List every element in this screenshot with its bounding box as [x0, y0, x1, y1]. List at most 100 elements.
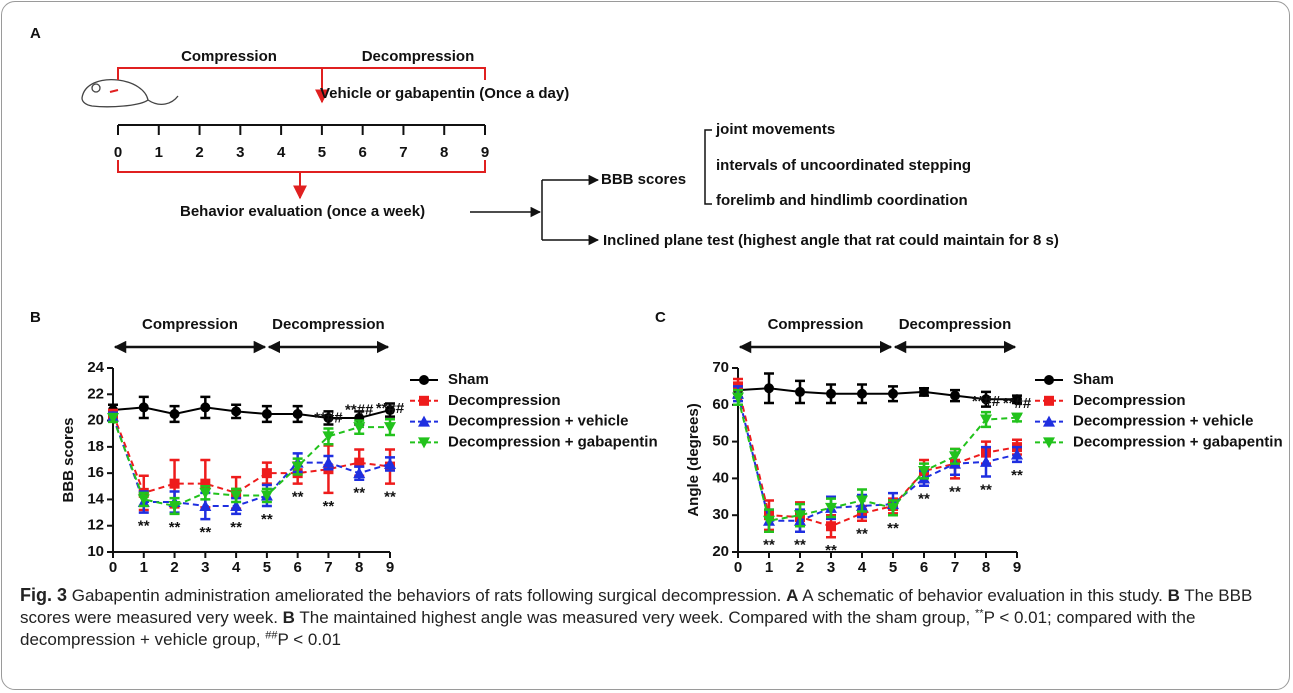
- phase-label: Decompression: [899, 316, 1012, 333]
- caption-run: A schematic of behavior evaluation in th…: [798, 586, 1168, 605]
- timeline-tick-label: 9: [481, 144, 489, 161]
- x-tick-label: 3: [827, 559, 835, 575]
- caption-run: B: [282, 608, 295, 627]
- significance-label: **: [323, 498, 335, 515]
- marker: [384, 422, 396, 434]
- marker: [1011, 448, 1023, 460]
- y-tick-label: 12: [87, 517, 104, 534]
- marker: [763, 515, 775, 527]
- panel-label: A: [30, 25, 41, 42]
- significance-label: **: [794, 537, 806, 554]
- significance-label: **: [138, 518, 150, 535]
- x-tick-label: 8: [355, 559, 363, 575]
- marker: [200, 402, 211, 413]
- significance-label: **: [1011, 467, 1023, 484]
- series-line: [112, 417, 390, 508]
- x-tick-label: 2: [170, 559, 178, 575]
- marker: [200, 478, 211, 489]
- y-tick-label: 22: [87, 385, 104, 402]
- marker: [230, 490, 243, 502]
- caption-run: Fig. 3: [20, 585, 68, 605]
- marker: [732, 392, 744, 404]
- legend-label: Decompression + vehicle: [448, 413, 629, 430]
- significance-label: **: [980, 482, 992, 499]
- marker: [169, 478, 180, 489]
- series-line: [737, 397, 1018, 522]
- marker: [261, 468, 272, 479]
- marker: [1012, 394, 1022, 405]
- significance-label: **##: [972, 393, 1001, 410]
- marker: [291, 461, 304, 473]
- marker: [888, 388, 898, 399]
- timeline-tick-label: 5: [318, 144, 326, 161]
- timeline-tick-label: 3: [236, 144, 244, 161]
- y-tick-label: 14: [87, 490, 104, 507]
- legend-label: Decompression: [1073, 392, 1186, 409]
- phase-label: Compression: [768, 316, 864, 333]
- legend-marker: [1044, 395, 1054, 406]
- bracket: [704, 129, 712, 205]
- marker: [1011, 412, 1023, 424]
- significance-label: **: [169, 519, 181, 536]
- marker: [322, 456, 335, 468]
- legend-marker: [418, 437, 430, 449]
- treatment-label: Vehicle or gabapentin (Once a day): [320, 85, 569, 102]
- phase-label: Decompression: [272, 316, 385, 333]
- caption-run: The BBB scores were measured very week.: [20, 586, 1253, 627]
- legend-marker: [419, 375, 429, 385]
- significance-label: **: [763, 537, 775, 554]
- legend-marker: [1043, 437, 1055, 449]
- marker: [353, 422, 366, 434]
- caption-run: B: [1167, 586, 1180, 605]
- significance-label: **: [887, 520, 899, 537]
- figure: A Compression Decompression Vehicle or g…: [30, 25, 1283, 575]
- y-tick-label: 40: [712, 469, 729, 486]
- timeline-tick-label: 2: [195, 144, 203, 161]
- significance-label: **: [825, 542, 837, 559]
- x-tick-label: 5: [263, 559, 271, 575]
- legend-marker: [1043, 415, 1055, 427]
- caption-run: The maintained highest angle was measure…: [294, 608, 975, 627]
- y-tick-label: 30: [712, 506, 729, 523]
- legend-marker: [418, 415, 430, 427]
- timeline-tick-label: 1: [155, 144, 163, 161]
- significance-label: **: [918, 491, 930, 508]
- y-tick-label: 24: [87, 359, 104, 376]
- caption-run: A: [786, 586, 799, 605]
- marker: [856, 495, 868, 507]
- marker: [949, 451, 961, 463]
- x-tick-label: 1: [765, 559, 773, 575]
- caption-run: **: [975, 607, 984, 620]
- y-tick-label: 20: [712, 543, 729, 560]
- inclined-label: Inclined plane test (highest angle that …: [603, 232, 1059, 249]
- legend-label: Sham: [448, 371, 489, 388]
- marker: [826, 521, 836, 532]
- legend-label: Decompression + gabapentin: [448, 433, 658, 450]
- eval-bracket: [117, 160, 486, 173]
- marker: [231, 406, 242, 417]
- marker: [857, 388, 867, 399]
- significance-label: **##: [345, 402, 374, 419]
- legend-label: Sham: [1073, 371, 1114, 388]
- marker: [230, 500, 243, 511]
- panel-label: C: [655, 309, 666, 326]
- marker: [199, 487, 212, 499]
- x-tick-label: 3: [201, 559, 209, 575]
- x-tick-label: 8: [982, 559, 990, 575]
- marker: [138, 402, 149, 413]
- marker: [826, 388, 836, 399]
- marker: [261, 409, 272, 419]
- series-line: [112, 406, 391, 419]
- timeline-tick-label: 6: [358, 144, 366, 161]
- x-tick-label: 6: [293, 559, 301, 575]
- marker: [795, 386, 805, 397]
- series-line: [737, 386, 1018, 528]
- x-tick-label: 9: [1013, 559, 1021, 575]
- x-tick-label: 6: [920, 559, 928, 575]
- marker: [980, 414, 992, 426]
- legend-marker: [1044, 375, 1054, 385]
- marker: [199, 500, 212, 511]
- series-line: [737, 393, 1018, 522]
- legend-label: Decompression + gabapentin: [1073, 433, 1283, 450]
